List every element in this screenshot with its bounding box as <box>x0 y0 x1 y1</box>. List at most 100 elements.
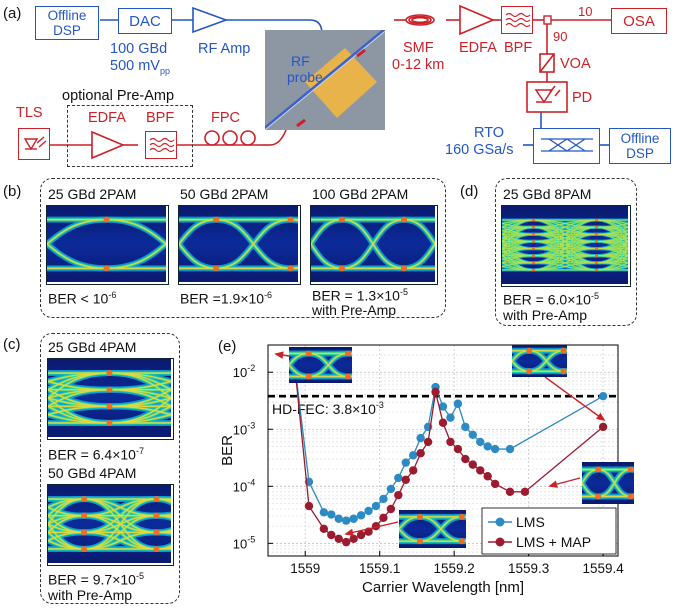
data-point <box>490 444 500 454</box>
eye-b3-ber: BER = 1.3×10-5 <box>312 288 408 303</box>
data-point <box>416 449 425 458</box>
data-point <box>476 466 485 475</box>
y-tick-label: 10-3 <box>233 420 255 437</box>
inset-arrow-head <box>548 480 558 488</box>
data-point <box>423 437 433 447</box>
data-point <box>476 437 485 447</box>
inset-eye-1 <box>289 347 352 383</box>
coupler-90-label: 90 <box>553 29 568 44</box>
data-point <box>394 473 403 483</box>
data-point <box>356 530 366 540</box>
data-point <box>483 472 492 481</box>
data-point <box>341 516 351 525</box>
pre-edfa-label: EDFA <box>88 110 126 126</box>
eye-b3-ber-text: BER = 1.3×10 <box>312 287 400 304</box>
legend-swatch-marker <box>495 537 505 547</box>
dac-swing-sub: pp <box>159 65 170 76</box>
data-point <box>349 534 358 544</box>
eye-c1-title: 25 GBd 4PAM <box>48 339 137 355</box>
data-point <box>598 391 608 401</box>
inset-arrow-head <box>595 412 606 422</box>
chip-photo: RF probe <box>259 23 391 135</box>
data-point <box>409 451 418 460</box>
setup-wiring <box>50 4 611 160</box>
eye-c1-ber: BER = 6.4×10-7 <box>48 447 144 462</box>
eye-b1-ber-exp: -6 <box>108 290 117 300</box>
optional-preamp-dashed-box <box>67 105 193 167</box>
panel-label-c: (c) <box>3 336 21 353</box>
legend-swatch-marker <box>495 517 505 527</box>
bpf-box <box>501 6 533 34</box>
eye-c1-ber-text: BER = 6.4×10 <box>48 446 136 463</box>
eye-c1-ber-exp: -7 <box>135 446 144 456</box>
inset-eye-3 <box>582 462 634 504</box>
inset-eye-4 <box>399 510 466 548</box>
pre-bpf-label: BPF <box>146 110 175 126</box>
legend-label: LMS <box>516 514 545 530</box>
osa-box: OSA <box>611 8 667 34</box>
eye-b2-ber-exp: -6 <box>264 290 273 300</box>
dac-specs-swing: 500 mVpp <box>110 59 170 76</box>
eye-d-ber-text: BER = 6.0×10 <box>503 291 591 308</box>
offline-dsp-tx-line1: Offline <box>47 8 87 23</box>
data-point <box>505 444 515 454</box>
legend-label: LMS + MAP <box>516 534 591 550</box>
panel-label-a: (a) <box>3 5 22 22</box>
laser-icon <box>23 136 47 151</box>
data-point <box>349 514 358 523</box>
tls-label: TLS <box>16 105 43 121</box>
pre-edfa-triangle <box>91 130 126 160</box>
inset-arrow-line <box>544 376 605 421</box>
x-tick-label: 1559.2 <box>434 561 475 576</box>
coupler-icon <box>543 15 552 25</box>
data-point <box>327 510 336 519</box>
fpc-label: FPC <box>211 110 240 126</box>
eye-c2-note: with Pre-Amp <box>48 587 133 603</box>
data-point <box>401 475 410 485</box>
data-point <box>490 479 500 489</box>
pd-label: PD <box>572 90 593 106</box>
panel-label-e: (e) <box>218 338 237 355</box>
pre-filter-wave-icon <box>149 137 175 153</box>
smf-coil-icon <box>405 14 435 26</box>
panel-d-frame <box>495 178 637 326</box>
eye-b3-title: 100 GBd 2PAM <box>312 186 409 202</box>
edfa-label: EDFA <box>459 40 497 56</box>
data-point <box>386 484 396 494</box>
rf-amp-triangle <box>192 6 229 34</box>
data-point <box>409 466 418 475</box>
data-point <box>505 487 515 497</box>
data-point <box>364 506 373 516</box>
rf-amp-label: RF Amp <box>198 41 251 57</box>
data-point <box>598 422 608 432</box>
eye-c2-ber: BER = 9.7×10-5 <box>48 572 144 587</box>
panel-label-b: (b) <box>3 183 22 200</box>
eye-b3-note: with Pre-Amp <box>312 302 397 318</box>
eye-image <box>399 510 466 548</box>
inset-arrow-line <box>345 521 399 535</box>
offline-dsp-rx-line1: Offline <box>620 131 660 146</box>
data-point <box>304 501 314 511</box>
eye-b2-title: 50 GBd 2PAM <box>180 186 269 202</box>
data-point <box>327 530 336 540</box>
eye-b3-ber-exp: -5 <box>399 287 408 297</box>
rto-box <box>533 128 600 164</box>
eye-d-ber: BER = 6.0×10-5 <box>503 292 599 307</box>
data-point <box>401 458 410 467</box>
data-point <box>431 387 440 397</box>
data-point <box>483 442 492 451</box>
rto-rate: 160 GSa/s <box>445 142 514 158</box>
eye-b1-title: 25 GBd 2PAM <box>48 186 137 202</box>
eye-d-ber-exp: -5 <box>590 291 599 301</box>
data-point <box>319 524 329 533</box>
panel-b-frame <box>40 178 446 318</box>
y-tick-label: 10-4 <box>233 477 255 494</box>
rf-probe-label-2: probe <box>287 69 323 85</box>
filter-wave-icon <box>505 12 531 28</box>
panel-c-frame <box>40 333 180 604</box>
eye-b1-ber-text: BER < 10 <box>48 290 109 307</box>
chip-pad <box>305 48 377 118</box>
data-point <box>520 487 530 497</box>
edfa-triangle <box>459 4 496 36</box>
waveguide-line <box>259 23 391 134</box>
